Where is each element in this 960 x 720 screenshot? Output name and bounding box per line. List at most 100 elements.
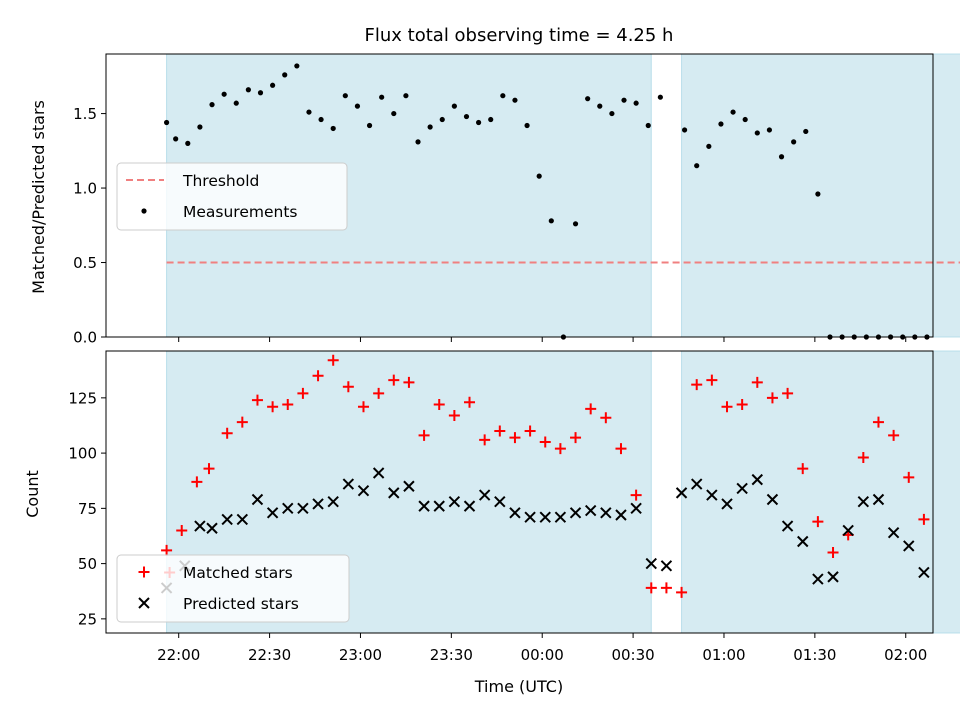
y-tick-label: 75	[78, 500, 97, 518]
data-point	[464, 396, 476, 408]
data-point	[797, 463, 809, 475]
data-point	[357, 484, 370, 497]
data-point	[660, 582, 672, 594]
data-point	[706, 143, 712, 149]
data-point	[478, 489, 491, 501]
data-point	[842, 524, 854, 537]
data-point	[676, 586, 688, 598]
data-point	[415, 139, 421, 145]
data-point	[797, 535, 809, 548]
legend: Threshold Measurements	[116, 162, 348, 231]
data-point	[569, 507, 582, 519]
legend-label: Matched stars	[183, 564, 293, 582]
data-point	[236, 513, 249, 526]
data-point	[736, 398, 748, 410]
data-point	[433, 398, 445, 410]
data-point	[282, 502, 294, 515]
data-point	[403, 93, 409, 99]
data-point	[488, 116, 494, 123]
y-tick-label: 25	[78, 610, 97, 628]
data-point	[754, 130, 760, 136]
data-point	[827, 547, 839, 559]
x-tick-label: 23:30	[430, 646, 473, 664]
y-tick-label: 1.5	[73, 105, 97, 123]
data-point	[451, 103, 457, 109]
data-point	[509, 432, 521, 444]
data-point	[691, 478, 703, 490]
data-point	[373, 387, 385, 399]
data-point	[706, 489, 718, 501]
y-tick-label: 125	[68, 389, 97, 407]
data-point	[675, 487, 688, 499]
y-tick-label: 0.5	[73, 254, 97, 272]
data-point	[197, 124, 203, 130]
data-point	[391, 110, 397, 117]
data-point	[803, 128, 809, 135]
data-point	[621, 97, 627, 103]
data-point	[379, 94, 385, 100]
data-point	[539, 436, 551, 448]
data-point	[630, 489, 642, 501]
data-point	[539, 511, 551, 523]
data-point	[418, 500, 430, 512]
axes-frame	[105, 53, 934, 338]
data-point	[282, 398, 294, 410]
data-point	[330, 125, 336, 132]
data-point	[251, 394, 263, 406]
legend-label: Predicted stars	[183, 595, 299, 613]
data-point	[597, 103, 603, 109]
data-point	[266, 507, 279, 519]
data-point	[448, 410, 460, 422]
data-point	[730, 109, 736, 115]
data-point	[584, 504, 597, 517]
data-point	[270, 82, 276, 88]
data-point	[609, 110, 615, 117]
data-point	[791, 139, 797, 145]
y-tick-label: 100	[68, 445, 97, 463]
data-point	[718, 121, 724, 127]
data-point	[221, 91, 227, 97]
legend: Matched stars Predicted stars	[116, 554, 350, 623]
data-point	[282, 72, 288, 78]
data-point	[736, 482, 748, 495]
data-point	[463, 500, 476, 512]
legend-label: Threshold	[182, 172, 259, 190]
data-point	[297, 387, 309, 399]
data-point	[372, 467, 385, 479]
data-point	[872, 416, 884, 428]
panel-count: 22:00 22:30 23:00 23:30 00:00 00:30 01:00 01:30…	[68, 350, 960, 664]
data-point	[494, 425, 506, 437]
x-tick-label: 01:30	[793, 646, 836, 664]
observing-window-band	[681, 350, 960, 634]
data-point	[500, 93, 506, 99]
data-point	[812, 516, 824, 528]
data-point	[173, 136, 179, 142]
data-point	[509, 507, 521, 519]
data-point	[524, 122, 530, 129]
data-point	[751, 473, 764, 486]
data-point	[221, 427, 233, 439]
data-point	[342, 478, 355, 490]
legend-box	[116, 554, 350, 623]
data-point	[448, 496, 461, 508]
series-matched-stars	[161, 354, 930, 598]
data-point	[388, 487, 400, 499]
data-point	[888, 429, 900, 441]
data-point	[536, 173, 542, 179]
data-point	[245, 87, 251, 93]
x-axis-label: Time (UTC)	[474, 677, 563, 696]
x-tick-label: 23:00	[339, 646, 382, 664]
data-point	[630, 502, 642, 515]
data-point	[312, 498, 324, 510]
data-point	[585, 96, 591, 102]
data-point	[312, 370, 324, 382]
data-point	[570, 432, 582, 444]
data-point	[585, 403, 597, 415]
data-point	[388, 374, 400, 386]
data-point	[176, 524, 188, 536]
data-point	[600, 507, 612, 519]
legend-marker-swatch	[141, 208, 147, 214]
data-point	[524, 425, 536, 437]
legend-marker-swatch	[138, 566, 150, 578]
